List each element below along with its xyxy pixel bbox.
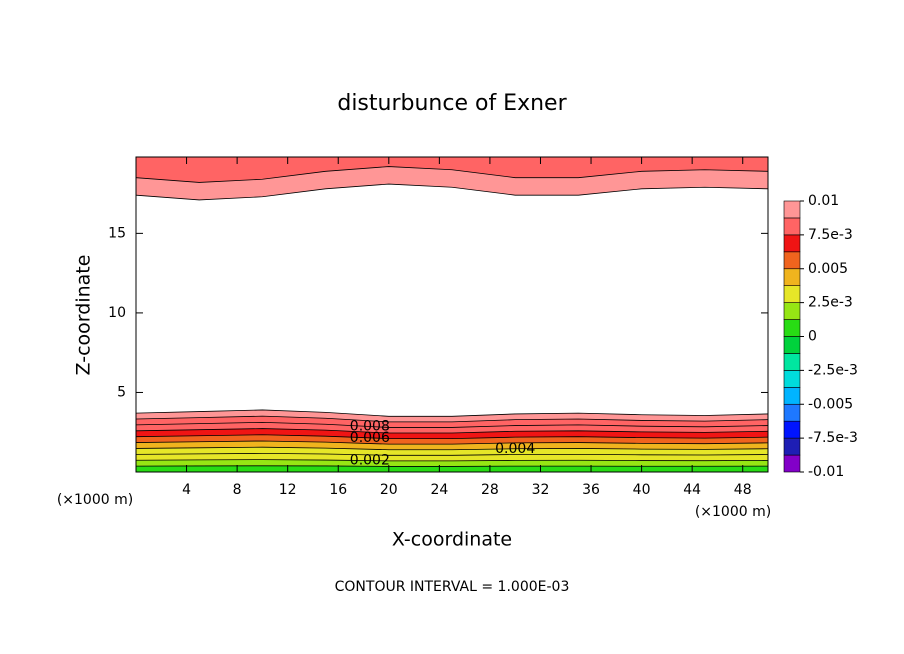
- colorbar-tick-label: 2.5e-3: [808, 295, 853, 311]
- contour-label: 0.008: [350, 419, 390, 435]
- contour-band: [136, 459, 768, 467]
- colorbar-swatch: [783, 387, 801, 405]
- colorbar-swatch: [783, 302, 801, 320]
- colorbar-tick-label: -7.5e-3: [808, 430, 858, 446]
- contour-line: [135, 415, 769, 423]
- contour-band: [136, 428, 768, 439]
- contour-band: [136, 453, 768, 461]
- x-tick-label: 40: [633, 482, 651, 498]
- contour-label: 0.004: [495, 441, 535, 457]
- x-tick-label: 12: [279, 482, 297, 498]
- x-axis-label: X-coordinate: [392, 529, 512, 551]
- y-tick-label: 10: [108, 305, 126, 321]
- colorbar-swatch: [783, 403, 801, 422]
- plot-frame: [135, 156, 769, 473]
- x-unit-label: (×1000 m): [57, 492, 133, 508]
- colorbar-swatch: [783, 437, 801, 456]
- footer-note: CONTOUR INTERVAL = 1.000E-03: [335, 579, 570, 595]
- x-tick-label: 44: [683, 482, 701, 498]
- contour-line: [135, 428, 769, 434]
- colorbar-swatch: [783, 217, 801, 236]
- colorbar-swatch: [783, 319, 801, 337]
- x-tick-label: 8: [233, 482, 242, 498]
- contour-line: [135, 465, 769, 467]
- colorbar-swatch: [783, 336, 801, 354]
- chart-title: disturbunce of Exner: [337, 91, 567, 116]
- x-tick-label: 28: [481, 482, 499, 498]
- contour-band: [136, 447, 768, 456]
- colorbar-tick-label: -2.5e-3: [808, 362, 858, 378]
- x-tick-label: 36: [582, 482, 600, 498]
- x-tick-label: 20: [380, 482, 398, 498]
- contour-line: [135, 440, 769, 445]
- colorbar-swatch: [783, 285, 801, 303]
- colorbar-swatch: [783, 200, 801, 219]
- colorbar-tick-label: 7.5e-3: [808, 227, 853, 243]
- contour-line: [135, 446, 769, 451]
- x-tick-label: 24: [430, 482, 448, 498]
- colorbar-tick-label: 0: [808, 329, 817, 345]
- contour-label: 0.002: [350, 453, 390, 469]
- contour-band: [136, 409, 768, 422]
- x-tick-label: 16: [329, 482, 347, 498]
- colorbar-tick-label: 0.005: [808, 261, 848, 277]
- contour-line: [135, 452, 769, 456]
- contour-line: [135, 459, 769, 462]
- colorbar-tick-label: -0.005: [808, 396, 853, 412]
- contour-band: [136, 416, 768, 428]
- colorbar-swatch: [783, 353, 801, 371]
- x-tick-label: 32: [532, 482, 550, 498]
- colorbar-tick-label: -0.01: [808, 464, 844, 480]
- contour-line: [135, 409, 769, 417]
- y-tick-label: 15: [108, 225, 126, 241]
- contour-line: [135, 166, 769, 183]
- contour-line: [135, 434, 769, 439]
- x-unit-label: (×1000 m): [695, 504, 771, 520]
- contour-label: 0.006: [350, 430, 390, 446]
- colorbar-swatch: [783, 268, 801, 286]
- colorbar-tick-label: 0.01: [808, 193, 839, 209]
- contour-band: [136, 465, 768, 472]
- y-tick-label: 5: [117, 384, 126, 400]
- colorbar-swatch: [783, 454, 801, 473]
- colorbar-swatch: [783, 370, 801, 388]
- contour-band: [136, 434, 768, 445]
- x-tick-label: 48: [734, 482, 752, 498]
- y-axis-label: Z-coordinate: [73, 255, 95, 376]
- colorbar-swatch: [783, 234, 801, 253]
- colorbar-swatch: [783, 420, 801, 439]
- contour-line: [135, 183, 769, 201]
- x-tick-label: 4: [182, 482, 191, 498]
- contour-line: [135, 421, 769, 428]
- colorbar-swatch: [783, 251, 801, 270]
